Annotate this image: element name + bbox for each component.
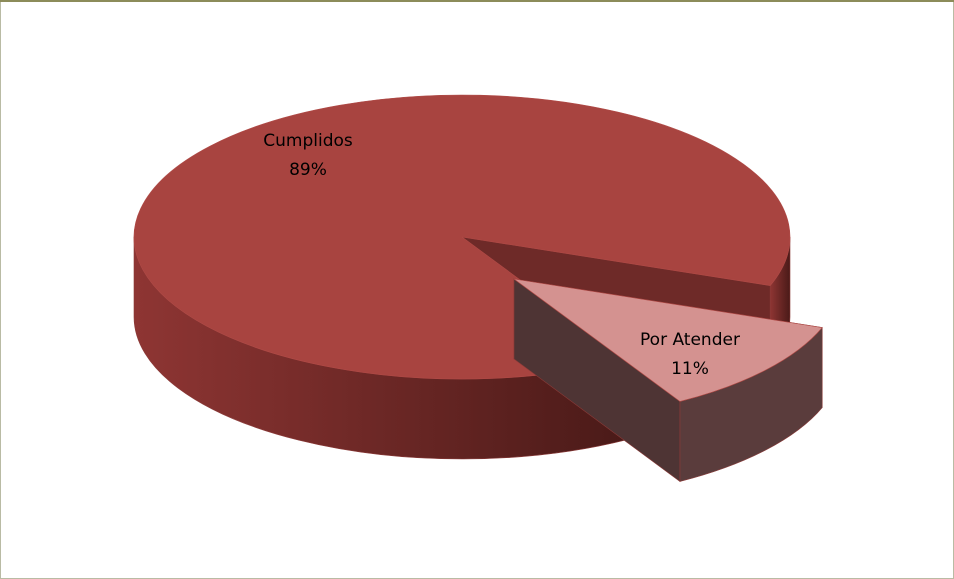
pie — [133, 94, 823, 483]
pie-slice — [133, 94, 791, 380]
slice-label: Por Atender — [640, 330, 740, 350]
slice-label: Cumplidos — [263, 131, 353, 151]
pie-slice — [513, 278, 823, 402]
slice-value-label: 11% — [671, 359, 709, 379]
slice-value-label: 89% — [289, 160, 327, 180]
